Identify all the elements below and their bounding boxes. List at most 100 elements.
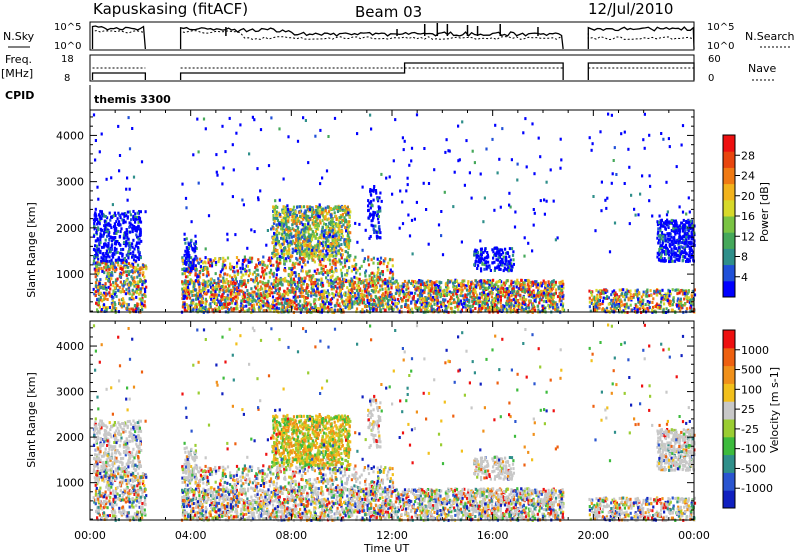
- data-cell: [357, 284, 360, 288]
- data-cell: [121, 304, 124, 308]
- data-cell: [460, 302, 463, 306]
- data-cell: [519, 293, 522, 297]
- data-cell: [135, 295, 138, 299]
- data-cell: [291, 286, 294, 290]
- data-cell: [489, 281, 492, 285]
- data-cell: [243, 295, 246, 299]
- data-cell: [111, 306, 114, 310]
- data-cell: [620, 304, 623, 308]
- data-cell: [282, 224, 285, 228]
- data-cell: [298, 289, 301, 293]
- data-cell: [295, 256, 298, 260]
- data-cell: [186, 309, 189, 313]
- data-cell: [304, 288, 308, 292]
- data-cell: [381, 270, 384, 274]
- data-cell: [205, 308, 209, 312]
- data-cell: [510, 302, 513, 306]
- data-cell: [419, 301, 422, 305]
- data-cell: [416, 286, 419, 290]
- data-cell: [559, 303, 563, 307]
- data-cell: [231, 299, 234, 303]
- data-cell: [448, 292, 451, 296]
- data-cell: [651, 308, 654, 312]
- data-cell: [272, 283, 275, 287]
- data-cell: [529, 285, 532, 289]
- data-cell: [125, 288, 128, 292]
- data-cell: [389, 305, 392, 309]
- data-cell: [410, 291, 414, 295]
- data-cell: [634, 292, 637, 296]
- data-cell: [240, 270, 243, 274]
- data-cell: [276, 256, 279, 260]
- data-cell: [183, 238, 186, 241]
- data-cell: [186, 286, 190, 289]
- data-cell: [255, 278, 258, 282]
- data-cell: [121, 287, 124, 291]
- data-cell: [444, 283, 447, 287]
- data-cell: [221, 294, 224, 298]
- data-cell: [278, 287, 281, 291]
- data-cell: [338, 302, 341, 306]
- data-cell: [316, 282, 319, 286]
- data-cell: [214, 288, 217, 292]
- data-cell: [99, 263, 102, 267]
- data-cell: [291, 300, 294, 304]
- data-cell: [131, 255, 134, 259]
- data-cell: [266, 300, 269, 304]
- data-cell: [122, 260, 125, 264]
- data-cell: [252, 306, 256, 310]
- data-cell: [461, 288, 464, 292]
- data-cell: [408, 290, 411, 294]
- data-cell: [649, 289, 652, 293]
- data-cell: [133, 247, 136, 251]
- data-cell: [291, 263, 294, 267]
- data-cell: [294, 296, 297, 300]
- data-cell: [339, 268, 343, 272]
- data-cell: [431, 290, 434, 293]
- data-cell: [300, 277, 304, 281]
- data-cell: [122, 304, 125, 308]
- data-cell: [447, 286, 450, 290]
- data-cell: [284, 291, 288, 295]
- data-cell: [623, 298, 626, 302]
- data-cell: [233, 281, 237, 285]
- data-cell: [407, 307, 411, 311]
- data-cell: [313, 302, 316, 306]
- data-cell: [330, 307, 333, 311]
- data-cell: [375, 279, 378, 282]
- data-cell: [290, 282, 293, 286]
- data-cell: [335, 277, 338, 281]
- data-cell: [363, 257, 366, 261]
- data-cell: [118, 223, 121, 227]
- data-cell: [458, 283, 461, 287]
- data-cell: [118, 213, 121, 217]
- data-cell: [112, 284, 115, 288]
- data-cell: [260, 296, 263, 300]
- data-cell: [127, 291, 130, 295]
- data-cell: [328, 293, 331, 297]
- data-cell: [541, 304, 544, 308]
- data-cell: [137, 280, 140, 284]
- data-cell: [112, 291, 115, 295]
- data-cell: [469, 308, 472, 312]
- data-cell: [108, 277, 111, 281]
- data-cell: [280, 301, 283, 305]
- data-cell: [221, 288, 224, 292]
- data-cell: [244, 272, 248, 276]
- data-cell: [318, 271, 321, 275]
- data-cell: [258, 294, 261, 298]
- data-cell: [501, 294, 504, 297]
- data-cell: [495, 296, 498, 300]
- data-cell: [119, 280, 122, 284]
- data-cell: [351, 294, 354, 298]
- data-cell: [516, 299, 519, 303]
- data-cell: [395, 285, 398, 289]
- data-cell: [206, 267, 209, 271]
- data-cell: [234, 302, 237, 306]
- data-cell: [389, 281, 392, 285]
- data-cell: [383, 308, 386, 312]
- data-cell: [422, 305, 425, 309]
- data-cell: [475, 279, 478, 283]
- data-cell: [123, 264, 126, 268]
- data-cell: [315, 294, 318, 298]
